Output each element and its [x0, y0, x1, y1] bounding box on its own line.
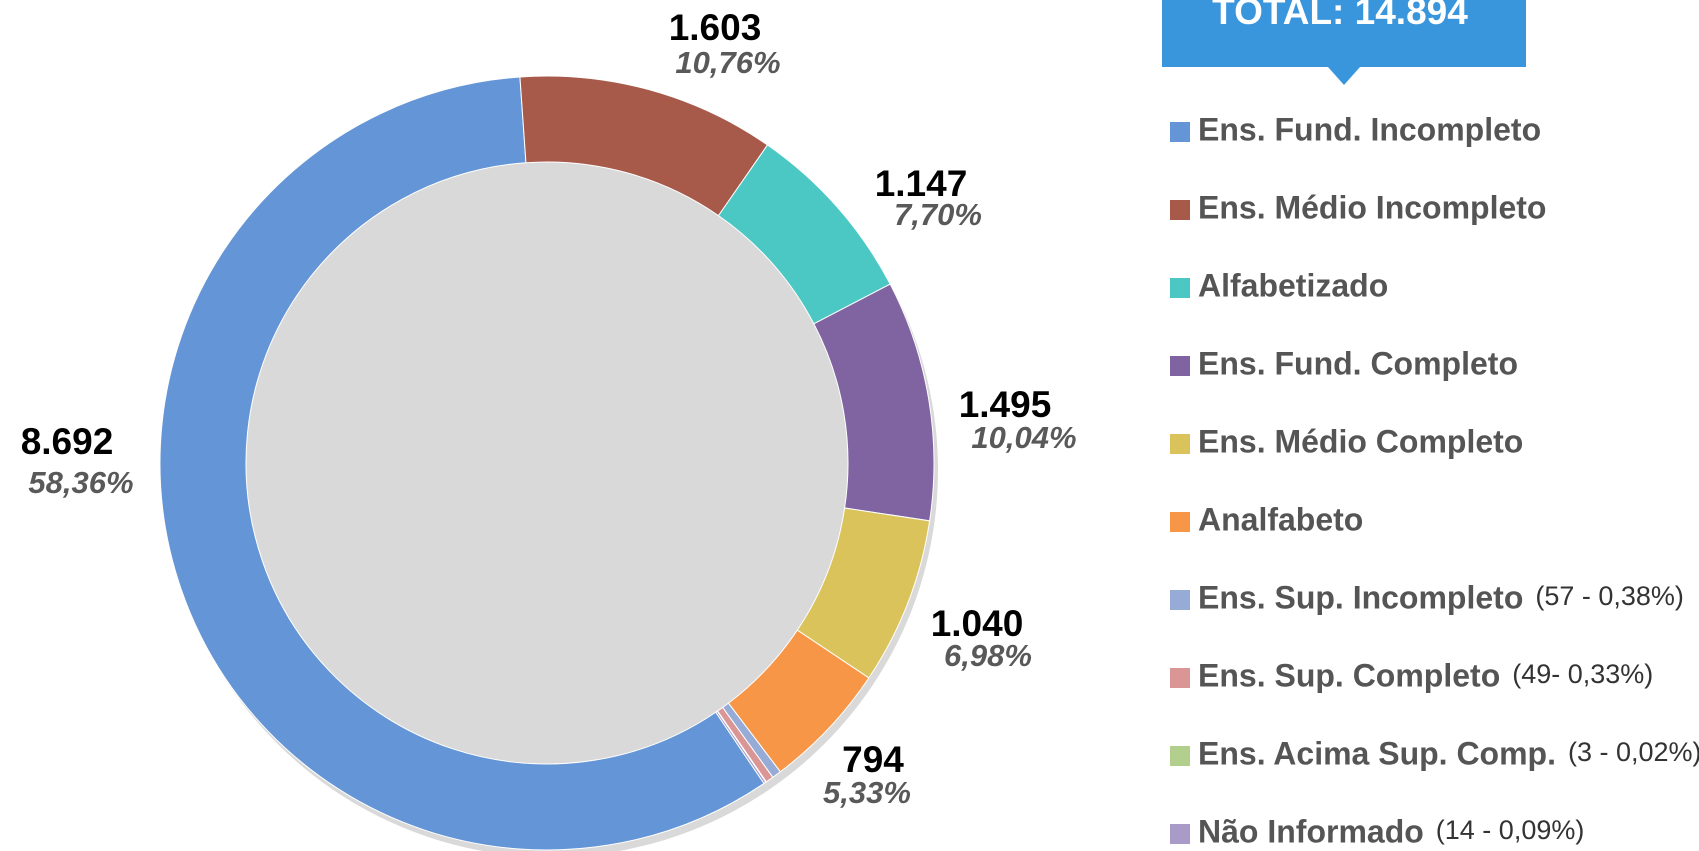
legend-note: (3 - 0,02%): [1568, 737, 1699, 767]
total-box: [1162, 0, 1526, 85]
legend-label: Ens. Médio Completo: [1198, 423, 1523, 459]
total-label: TOTAL: 14.894: [1212, 0, 1468, 32]
percent-label: 5,33%: [823, 775, 911, 810]
percent-label: 6,98%: [944, 638, 1032, 673]
legend-swatch: [1170, 278, 1190, 298]
legend-label: Ens. Sup. Completo: [1198, 657, 1500, 693]
legend-swatch: [1170, 824, 1190, 844]
legend-label: Ens. Médio Incompleto: [1198, 189, 1546, 225]
legend-note: (14 - 0,09%): [1436, 815, 1585, 845]
donut-shadow: [164, 83, 938, 851]
legend-label: Alfabetizado: [1198, 267, 1388, 303]
legend-label: Ens. Sup. Incompleto: [1198, 579, 1523, 615]
legend-label: Não Informado: [1198, 813, 1424, 849]
legend-swatch: [1170, 512, 1190, 532]
legend-label: Ens. Fund. Completo: [1198, 345, 1518, 381]
donut-slice: [159, 76, 765, 851]
legend-swatch: [1170, 356, 1190, 376]
percent-label: 10,04%: [971, 420, 1076, 455]
value-label: 1.495: [959, 384, 1052, 425]
legend-label: Ens. Acima Sup. Comp.: [1198, 735, 1556, 771]
legend-label: Ens. Fund. Incompleto: [1198, 111, 1541, 147]
percent-label: 7,70%: [894, 197, 982, 232]
percent-label: 10,76%: [675, 45, 780, 80]
value-label: 1.040: [931, 603, 1024, 644]
legend-swatch: [1170, 122, 1190, 142]
legend-swatch: [1170, 668, 1190, 688]
value-label: 1.603: [669, 7, 762, 48]
donut-slice: [715, 710, 767, 785]
value-label: 1.147: [875, 163, 968, 204]
legend-swatch: [1170, 200, 1190, 220]
value-label: 8.692: [21, 421, 114, 462]
legend-swatch: [1170, 434, 1190, 454]
legend-note: (49- 0,33%): [1512, 659, 1653, 689]
value-label: 794: [842, 739, 904, 780]
legend-swatch: [1170, 746, 1190, 766]
legend-swatch: [1170, 590, 1190, 610]
legend-note: (57 - 0,38%): [1535, 581, 1684, 611]
percent-label: 58,36%: [28, 465, 133, 500]
legend-label: Analfabeto: [1198, 501, 1363, 537]
